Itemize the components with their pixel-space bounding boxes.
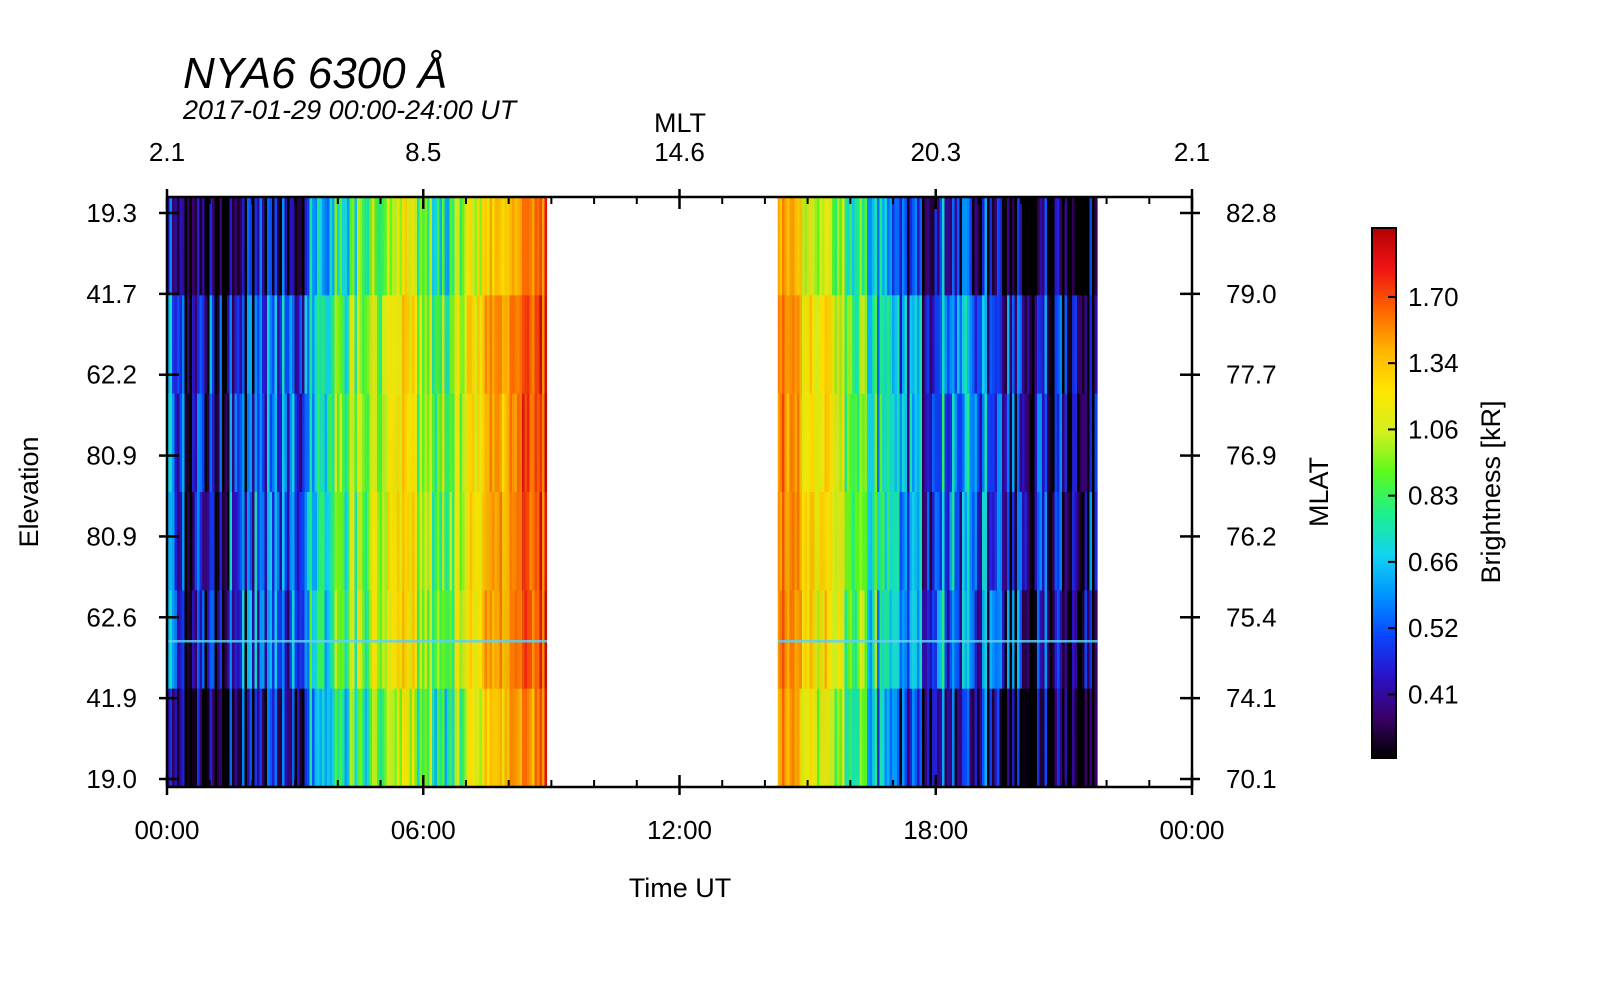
y-left-tick-label: 80.9 — [86, 441, 137, 471]
chart-subtitle: 2017-01-29 00:00-24:00 UT — [182, 95, 519, 125]
colorbar-tick-label: 0.41 — [1408, 679, 1459, 709]
top-axis-label: MLT — [654, 108, 706, 138]
colorbar-tick-label: 1.34 — [1408, 348, 1459, 378]
x-axis-label: Time UT — [629, 873, 732, 903]
y-right-tick-label: 70.1 — [1226, 764, 1277, 794]
y-axis-label: Elevation — [14, 436, 44, 547]
colorbar-tick-label: 0.83 — [1408, 481, 1459, 511]
colorbar-ticks: 1.70 1.34 1.06 0.83 0.66 0.52 0.41 — [1388, 282, 1459, 709]
top-tick-label: 8.5 — [405, 137, 441, 167]
top-tick-label: 2.1 — [149, 137, 185, 167]
chart-title: NYA6 6300 Å — [183, 49, 447, 98]
y-left-tick-label: 19.3 — [86, 198, 137, 228]
x-tick-label: 00:00 — [134, 815, 199, 845]
right-axis-label: MLAT — [1304, 457, 1334, 527]
y-left-tick-label: 62.6 — [86, 602, 137, 632]
x-tick-label: 12:00 — [647, 815, 712, 845]
y-right-tick-label: 82.8 — [1226, 198, 1277, 228]
y-right-tick-label: 76.2 — [1226, 521, 1277, 551]
y-right-tick-label: 79.0 — [1226, 279, 1277, 309]
colorbar-tick-label: 1.06 — [1408, 414, 1459, 444]
y-right-tick-label: 74.1 — [1226, 683, 1277, 713]
x-tick-label: 18:00 — [903, 815, 968, 845]
y-left-tick-label: 41.9 — [86, 683, 137, 713]
x-axis-ticks: 00:00 06:00 12:00 18:00 00:00 — [134, 775, 1225, 845]
data-gap — [547, 197, 778, 787]
y-left-tick-label: 80.9 — [86, 521, 137, 551]
colorbar-label: Brightness [kR] — [1476, 400, 1506, 583]
colorbar-tick-label: 0.66 — [1408, 547, 1459, 577]
y-axis-right-ticks: 82.8 79.0 77.7 76.9 76.2 75.4 74.1 70.1 — [1180, 198, 1277, 794]
top-tick-label: 20.3 — [910, 137, 961, 167]
colorbar-tick-label: 1.70 — [1408, 282, 1459, 312]
x-tick-label: 00:00 — [1159, 815, 1224, 845]
data-gaps — [547, 197, 1192, 787]
y-left-tick-label: 41.7 — [86, 279, 137, 309]
top-tick-label: 2.1 — [1174, 137, 1210, 167]
colorbar — [1371, 227, 1397, 759]
data-gap — [1098, 197, 1192, 787]
y-right-tick-label: 76.9 — [1226, 441, 1277, 471]
x-tick-label: 06:00 — [391, 815, 456, 845]
y-left-tick-label: 62.2 — [86, 360, 137, 390]
y-right-tick-label: 75.4 — [1226, 602, 1277, 632]
top-axis-ticks: 2.1 8.5 14.6 20.3 2.1 — [149, 137, 1210, 209]
top-tick-label: 14.6 — [654, 137, 705, 167]
y-axis-left-ticks: 19.3 41.7 62.2 80.9 80.9 62.6 41.9 19.0 — [86, 198, 179, 794]
colorbar-tick-label: 0.52 — [1408, 613, 1459, 643]
y-left-tick-label: 19.0 — [86, 764, 137, 794]
y-right-tick-label: 77.7 — [1226, 360, 1277, 390]
